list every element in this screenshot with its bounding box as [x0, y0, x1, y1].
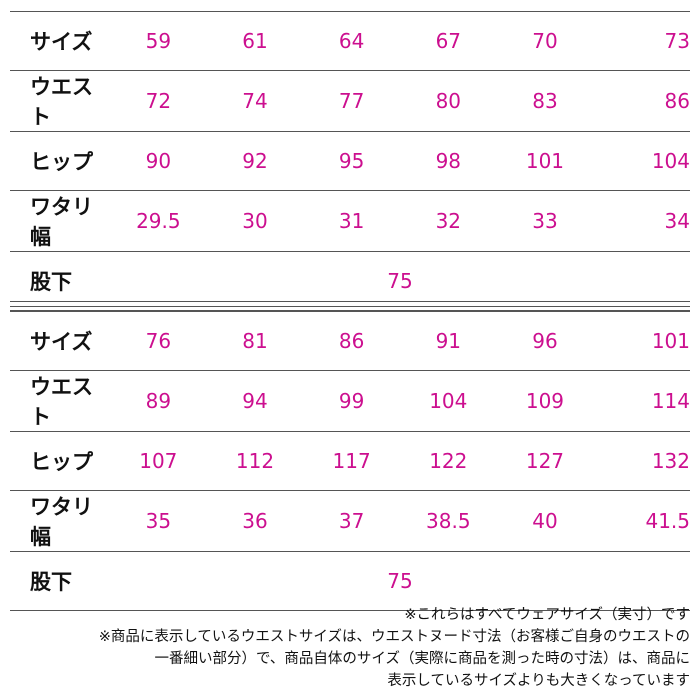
- size-value: 76: [110, 311, 207, 371]
- size-value: 86: [303, 311, 400, 371]
- thigh-width-value: 41.5: [593, 490, 690, 552]
- waist-value: 94: [206, 370, 304, 432]
- size-value: 101: [593, 311, 690, 371]
- hip-value: 117: [303, 431, 400, 491]
- waist-value: 89: [110, 370, 207, 432]
- size-value: 70: [496, 11, 594, 71]
- size-note: 表示しているサイズよりも大きくなっています: [387, 673, 690, 689]
- row-label: ウエスト: [10, 370, 110, 432]
- hip-value: 112: [206, 431, 304, 491]
- hip-value: 132: [593, 431, 690, 491]
- row-label: ワタリ幅: [10, 490, 110, 552]
- waist-value: 99: [303, 370, 400, 432]
- hip-value: 122: [399, 431, 497, 491]
- thigh-width-value: 29.5: [110, 190, 207, 252]
- waist-value: 74: [206, 70, 304, 132]
- size-table-2: サイズ 76 81 86 91 96 101 ウエスト 89 94 99 104…: [10, 311, 690, 611]
- size-note: ※商品に表示しているウエストサイズは、ウエストヌード寸法（お客様ご自身のウエスト…: [98, 629, 690, 645]
- table-row-hip: ヒップ 90 92 95 98 101 104: [10, 131, 690, 191]
- row-label: 股下: [10, 551, 110, 611]
- size-value: 81: [206, 311, 304, 371]
- row-label: サイズ: [10, 11, 110, 71]
- size-value: 73: [593, 11, 690, 71]
- row-label: ウエスト: [10, 70, 110, 132]
- size-value: 61: [206, 11, 304, 71]
- table-row-inseam: 股下 75: [10, 551, 690, 611]
- waist-value: 80: [399, 70, 497, 132]
- table-row-thigh-width: ワタリ幅 29.5 30 31 32 33 34: [10, 190, 690, 252]
- table-row-waist: ウエスト 72 74 77 80 83 86: [10, 70, 690, 132]
- waist-value: 83: [496, 70, 594, 132]
- hip-value: 104: [593, 131, 690, 191]
- waist-value: 109: [496, 370, 594, 432]
- thigh-width-value: 31: [303, 190, 400, 252]
- thigh-width-value: 33: [496, 190, 594, 252]
- thigh-width-value: 35: [110, 490, 207, 552]
- thigh-width-value: 40: [496, 490, 594, 552]
- hip-value: 90: [110, 131, 207, 191]
- waist-value: 104: [399, 370, 497, 432]
- waist-value: 114: [593, 370, 690, 432]
- size-value: 67: [399, 11, 497, 71]
- row-label: ワタリ幅: [10, 190, 110, 252]
- thigh-width-value: 34: [593, 190, 690, 252]
- size-note: ※これらはすべてウェアサイズ（実寸）です: [404, 607, 690, 623]
- hip-value: 107: [110, 431, 207, 491]
- table-row-size: サイズ 76 81 86 91 96 101: [10, 311, 690, 371]
- size-value: 91: [399, 311, 497, 371]
- thigh-width-value: 38.5: [399, 490, 497, 552]
- row-label: サイズ: [10, 311, 110, 371]
- size-note: 一番細い部分）で、商品自体のサイズ（実際に商品を測った時の寸法）は、商品に: [154, 651, 690, 667]
- hip-value: 101: [496, 131, 594, 191]
- size-table-1: サイズ 59 61 64 67 70 73 ウエスト 72 74 77 80 8…: [10, 11, 690, 311]
- size-value: 96: [496, 311, 594, 371]
- hip-value: 127: [496, 431, 594, 491]
- waist-value: 77: [303, 70, 400, 132]
- thigh-width-value: 32: [399, 190, 497, 252]
- row-label: ヒップ: [10, 431, 110, 491]
- thigh-width-value: 37: [303, 490, 400, 552]
- table-row-size: サイズ 59 61 64 67 70 73: [10, 11, 690, 71]
- waist-value: 86: [593, 70, 690, 132]
- size-value: 64: [303, 11, 400, 71]
- table-row-waist: ウエスト 89 94 99 104 109 114: [10, 370, 690, 432]
- thigh-width-value: 30: [206, 190, 304, 252]
- thigh-width-value: 36: [206, 490, 304, 552]
- hip-value: 98: [399, 131, 497, 191]
- table-row-hip: ヒップ 107 112 117 122 127 132: [10, 431, 690, 491]
- hip-value: 92: [206, 131, 304, 191]
- table-divider: [10, 301, 690, 307]
- inseam-value: 75: [110, 551, 690, 611]
- row-label: ヒップ: [10, 131, 110, 191]
- table-row-thigh-width: ワタリ幅 35 36 37 38.5 40 41.5: [10, 490, 690, 552]
- hip-value: 95: [303, 131, 400, 191]
- waist-value: 72: [110, 70, 207, 132]
- size-value: 59: [110, 11, 207, 71]
